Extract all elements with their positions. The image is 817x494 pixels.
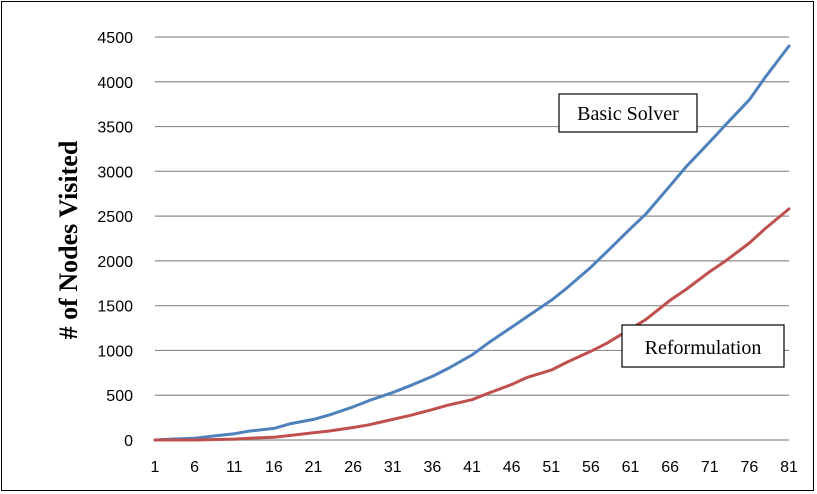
y-tick-label-3500: 3500 <box>97 120 133 137</box>
annotation-box-reformulation <box>621 324 785 368</box>
y-axis-label: # of Nodes Visited <box>54 140 83 339</box>
x-tick-label-21: 21 <box>305 459 323 476</box>
annotation-label-basic-solver: Basic Solver <box>577 103 679 125</box>
x-tick-label-81: 81 <box>780 459 798 476</box>
annotation-reformulation: Reformulation <box>621 324 785 368</box>
y-tick-labels: 0 500 1000 1500 2000 2500 3000 3500 4000 4500 <box>97 30 133 450</box>
annotation-label-reformulation: Reformulation <box>645 337 762 359</box>
y-tick-label-1000: 1000 <box>97 343 133 360</box>
series-line-reformulation <box>153 207 791 442</box>
x-tick-label-56: 56 <box>582 459 600 476</box>
annotation-basic-solver: Basic Solver <box>558 93 698 133</box>
y-tick-label-1500: 1500 <box>97 299 133 316</box>
y-tick-label-3000: 3000 <box>97 164 133 181</box>
y-tick-label-500: 500 <box>106 388 133 405</box>
x-tick-labels: 1 6 11 16 21 26 31 36 41 46 51 56 61 66 71 76 81 <box>151 459 798 476</box>
x-tick-label-11: 11 <box>226 459 243 476</box>
x-tick-label-46: 46 <box>503 459 521 476</box>
x-tick-label-1: 1 <box>151 459 160 476</box>
x-tick-label-6: 6 <box>190 459 199 476</box>
y-tick-label-0: 0 <box>124 433 133 450</box>
y-tick-label-4000: 4000 <box>97 75 133 92</box>
x-tick-label-36: 36 <box>423 459 441 476</box>
x-tick-label-41: 41 <box>463 459 481 476</box>
y-tick-label-2000: 2000 <box>97 254 133 271</box>
x-tick-label-26: 26 <box>344 459 362 476</box>
series-lines <box>153 44 791 442</box>
series-line-basic-solver <box>153 44 791 442</box>
x-tick-label-16: 16 <box>265 459 283 476</box>
x-tick-label-66: 66 <box>661 459 679 476</box>
x-tick-label-71: 71 <box>701 459 719 476</box>
y-tick-label-2500: 2500 <box>97 209 133 226</box>
x-tick-label-51: 51 <box>542 459 560 476</box>
x-tick-label-76: 76 <box>740 459 758 476</box>
x-tick-label-31: 31 <box>384 459 402 476</box>
annotation-box-basic-solver <box>558 93 698 133</box>
x-tick-label-61: 61 <box>622 459 640 476</box>
y-tick-label-4500: 4500 <box>97 30 133 47</box>
